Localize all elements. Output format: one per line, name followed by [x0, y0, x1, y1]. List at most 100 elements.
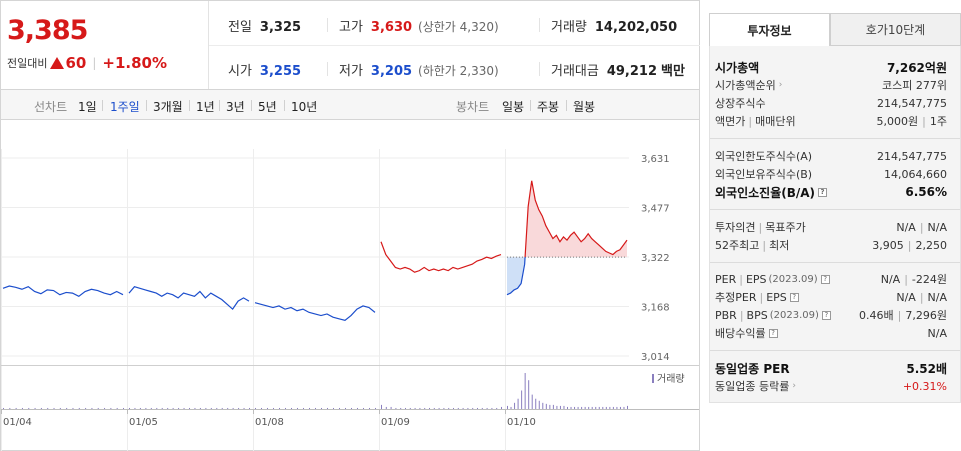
panel-divider [710, 209, 960, 210]
help-icon[interactable]: ? [821, 310, 831, 320]
lower-limit: (하한가 2,330) [418, 64, 499, 78]
trade-amount-unit: 백만 [661, 64, 685, 79]
y-tick-label: 3,014 [641, 352, 670, 363]
toolbar-divider [284, 100, 285, 111]
tab-investment-info[interactable]: 투자정보 [709, 13, 830, 46]
volume-bar [584, 406, 586, 409]
help-icon[interactable]: ? [820, 274, 830, 284]
eps-period: (2023.09) [768, 273, 818, 285]
volume-bar [521, 390, 523, 409]
volume-bar [309, 407, 310, 409]
help-icon[interactable]: ? [768, 328, 778, 338]
value-separator: | [919, 220, 924, 234]
x-tick-label: 01/10 [507, 417, 536, 428]
volume-bar [395, 407, 397, 409]
volume-bar [510, 406, 512, 409]
volume-bar [9, 407, 11, 409]
value-separator: | [919, 290, 924, 304]
tab-order-book[interactable]: 호가10단계 [830, 13, 961, 46]
panel-divider [710, 350, 960, 351]
volume-bar [429, 407, 430, 409]
current-price-box: 3,385 전일대비 60 | +1.80% [1, 1, 209, 89]
period-3m[interactable]: 3개월 [153, 100, 183, 114]
volume-bar [605, 406, 607, 409]
volume-bar [178, 407, 180, 409]
upper-limit: (상한가 4,320) [418, 20, 499, 34]
sector-change-label[interactable]: 동일업종 등락률 › [715, 378, 796, 394]
change-separator: | [92, 56, 97, 70]
trade-amount-value: 49,212 [606, 64, 658, 79]
volume-bar [438, 407, 440, 409]
quote-divider [539, 18, 540, 32]
bps-period: (2023.09) [769, 309, 819, 321]
candle-daily[interactable]: 일봉 [502, 100, 525, 114]
volume-bar [514, 402, 516, 409]
foreign-limit-row: 외국인한도주식수(A) 214,547,775 [715, 147, 947, 165]
period-10y[interactable]: 10년 [291, 100, 318, 114]
price-line-down [506, 257, 526, 296]
day-high-value: 3,630 [370, 20, 413, 35]
volume-bar [85, 407, 87, 409]
help-icon[interactable]: ? [818, 187, 828, 197]
market-cap-value: 7,262억원 [886, 60, 947, 75]
listed-shares-value: 214,547,775 [877, 96, 947, 110]
week52-high-label: 52주최고 [715, 239, 760, 252]
volume-bar [457, 407, 459, 409]
sector-per-value: 5.52배 [906, 361, 947, 376]
est-eps-value: N/A [927, 290, 947, 304]
panel-divider [710, 262, 960, 263]
pbr-value: 0.46배 [859, 309, 894, 322]
volume-bar [419, 407, 421, 409]
chart-toolbar: 선차트 1일 1주일 3개월 1년 3년 5년 10년 봉차트 일봉 주봉 월봉 [1, 89, 699, 120]
toolbar-divider [219, 100, 220, 111]
volume-bar [47, 407, 49, 409]
market-cap-rank-label[interactable]: 시가총액순위 › [715, 77, 782, 93]
est-per-label: 추정PER [715, 291, 757, 304]
volume-bar [443, 407, 445, 409]
period-1d[interactable]: 1일 [78, 100, 97, 114]
volume-bar [627, 405, 628, 409]
volume-bar [535, 398, 537, 409]
candle-weekly[interactable]: 주봉 [537, 100, 560, 114]
quote-row-divider [209, 45, 700, 46]
volume-bar [285, 407, 286, 409]
volume-bar [134, 407, 136, 409]
prev-close-value: 3,325 [259, 20, 302, 35]
volume-bar [172, 407, 174, 409]
x-tick-label: 01/09 [381, 417, 410, 428]
period-1w[interactable]: 1주일 [110, 100, 140, 114]
prev-close-label: 전일 [228, 20, 252, 35]
volume-bar [72, 407, 74, 409]
volume-bar [238, 407, 240, 409]
target-price-value: N/A [927, 220, 947, 234]
period-1y[interactable]: 1년 [196, 100, 215, 114]
volume-bar [315, 407, 316, 409]
volume-bar [123, 407, 124, 409]
period-5y[interactable]: 5년 [258, 100, 277, 114]
volume-bar [357, 407, 358, 409]
opinion-value: N/A [896, 220, 916, 234]
foreign-ratio-label: 외국인소진율(B/A) [715, 185, 816, 200]
volume-bar [216, 407, 218, 409]
change-percent: +1.80% [102, 54, 168, 72]
volume-bar [15, 407, 17, 409]
sector-change-value: +0.31% [902, 379, 947, 393]
volume-bar [210, 407, 212, 409]
current-price: 3,385 [7, 15, 88, 46]
volume-bar [232, 407, 234, 409]
pbr-bps-row: PBR | BPS (2023.09)? 0.46배 | 7,296원 [715, 306, 947, 324]
market-cap-rank-value: 코스피 277위 [882, 79, 947, 92]
price-chart[interactable]: 3,631 3,477 3,322 3,168 3,014 거래량 01/04 01/05 01… [1, 121, 699, 451]
label-separator: | [759, 290, 764, 304]
volume-bar [91, 407, 93, 409]
volume-bar [405, 407, 406, 409]
volume-bar [189, 407, 190, 409]
candle-monthly[interactable]: 월봉 [573, 100, 596, 114]
x-tick-label: 01/04 [3, 417, 32, 428]
help-icon[interactable]: ? [789, 292, 799, 302]
volume-bar [3, 407, 4, 409]
candle-chart-label: 봉차트 [456, 100, 490, 114]
period-3y[interactable]: 3년 [226, 100, 245, 114]
eps-value: -224원 [911, 273, 947, 286]
volume-bar [616, 406, 618, 409]
